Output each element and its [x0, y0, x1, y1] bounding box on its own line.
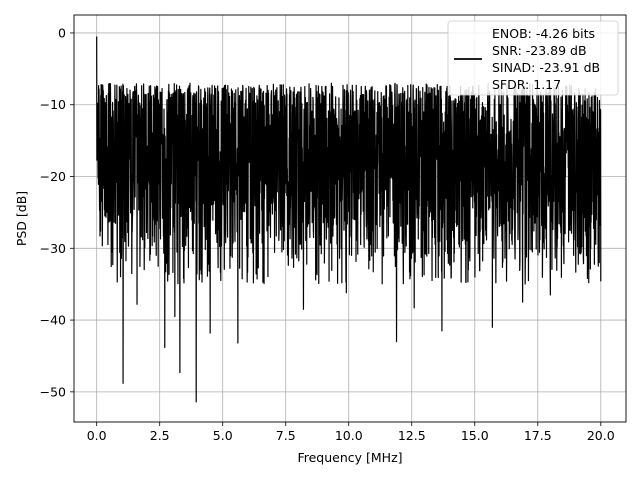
x-axis-label: Frequency [MHz]	[297, 450, 402, 465]
y-axis-ticks: 0 −10 −20 −30 −40 −50	[40, 25, 74, 399]
psd-series-line	[96, 36, 602, 403]
legend-sfdr: SFDR: 1.17	[492, 77, 561, 92]
x-tick-label: 17.5	[524, 428, 552, 443]
legend: ENOB: -4.26 bits SNR: -23.89 dB SINAD: -…	[447, 20, 619, 96]
y-tick-label: −10	[40, 97, 66, 112]
y-tick-label: −50	[40, 384, 66, 399]
axes-frame	[73, 14, 627, 423]
legend-snr: SNR: -23.89 dB	[492, 43, 587, 58]
legend-sinad: SINAD: -23.91 dB	[492, 60, 600, 75]
legend-enob: ENOB: -4.26 bits	[492, 26, 595, 41]
x-tick-label: 2.5	[150, 428, 170, 443]
y-tick-label: −20	[40, 169, 66, 184]
x-axis-ticks: 0.0 2.5 5.0 7.5 10.0 12.5 15.0 17.5 20.0	[87, 422, 615, 443]
x-tick-label: 20.0	[587, 428, 615, 443]
x-tick-label: 5.0	[213, 428, 233, 443]
x-tick-label: 7.5	[276, 428, 296, 443]
x-tick-label: 10.0	[335, 428, 363, 443]
y-tick-label: −30	[40, 241, 66, 256]
x-tick-label: 12.5	[398, 428, 426, 443]
x-tick-label: 15.0	[461, 428, 489, 443]
series-layer	[96, 36, 602, 403]
y-tick-label: −40	[40, 313, 66, 328]
y-axis-label: PSD [dB]	[14, 191, 29, 246]
x-tick-label: 0.0	[87, 428, 107, 443]
legend-box	[447, 20, 619, 96]
y-tick-label: 0	[58, 25, 66, 40]
